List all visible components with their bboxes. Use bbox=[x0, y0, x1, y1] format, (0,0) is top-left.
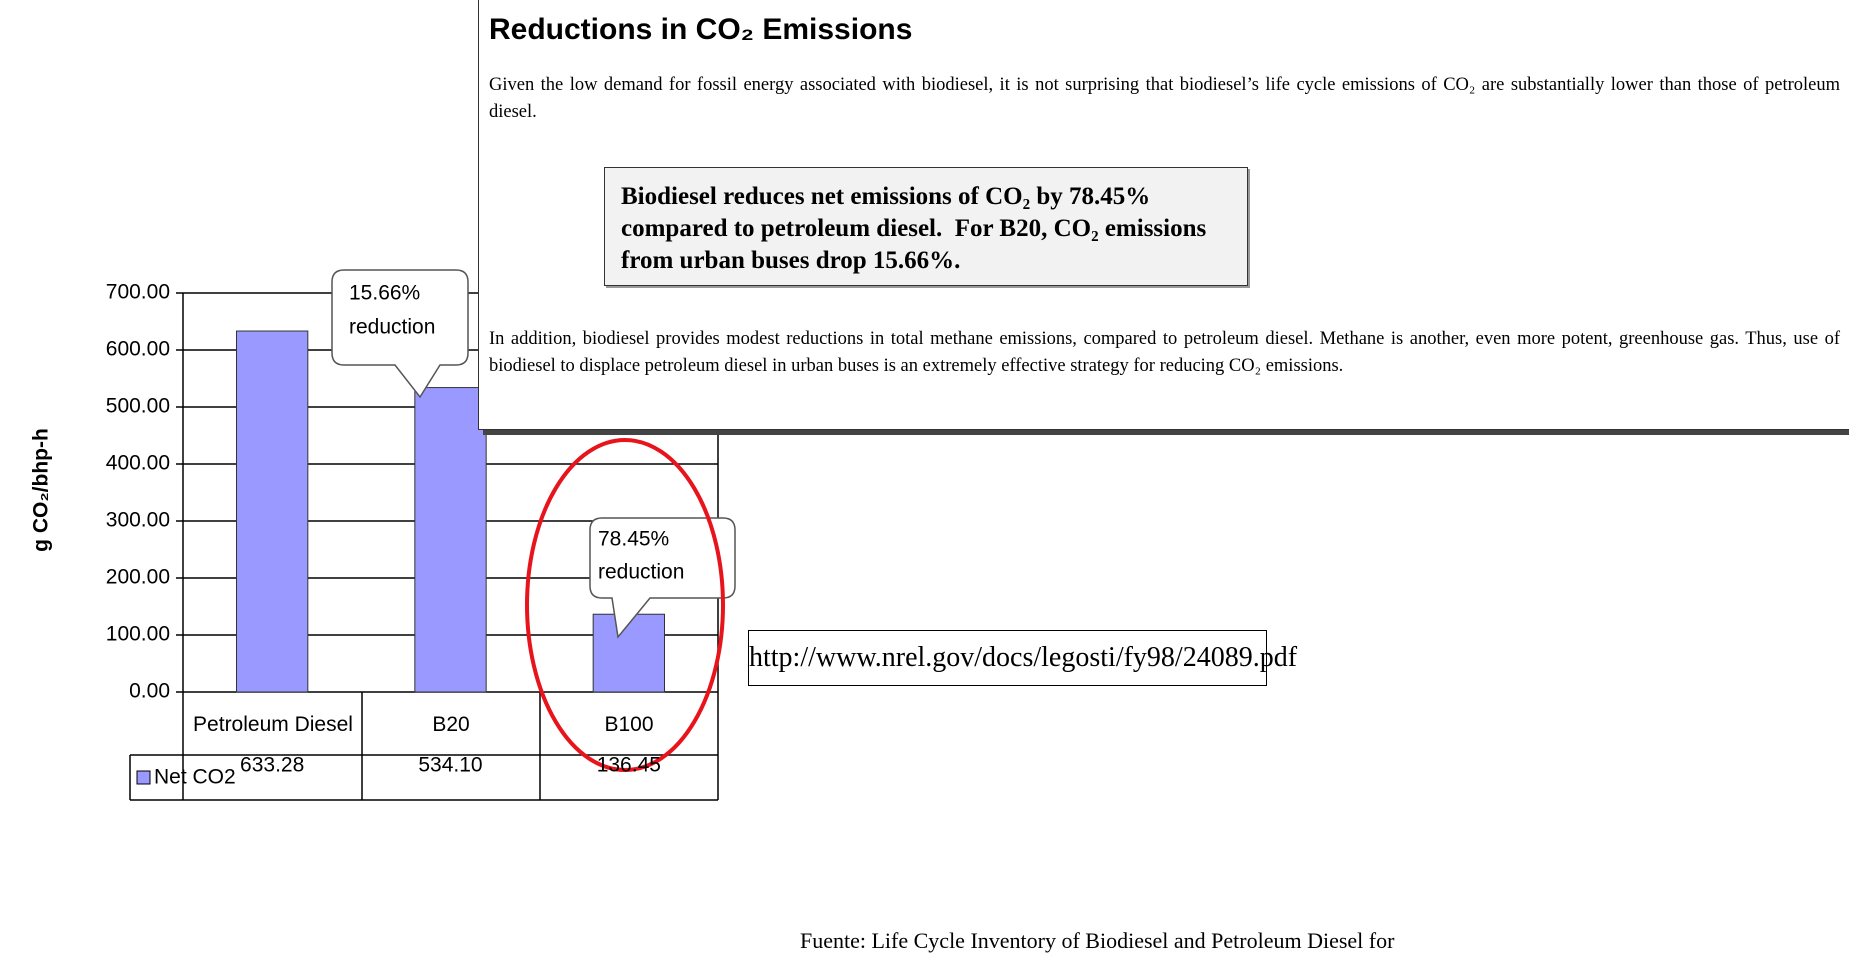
data-table-value: 633.28 bbox=[240, 754, 304, 777]
source-note: Fuente: Life Cycle Inventory of Biodiese… bbox=[800, 928, 1395, 953]
data-table-value: 534.10 bbox=[418, 754, 482, 777]
highlight-line: from urban buses drop 15.66%. bbox=[621, 247, 961, 274]
callout-text: reduction bbox=[598, 561, 684, 584]
bar bbox=[236, 330, 309, 693]
legend-swatch bbox=[136, 770, 151, 785]
data-table-value: 136.45 bbox=[597, 754, 661, 777]
y-tick-label: 100.00 bbox=[106, 623, 170, 646]
y-tick-label: 200.00 bbox=[106, 566, 170, 589]
y-tick-label: 500.00 bbox=[106, 395, 170, 418]
y-axis-title: g CO₂/bhp-h bbox=[30, 428, 53, 552]
paragraph: In addition, biodiesel provides modest r… bbox=[489, 329, 1840, 376]
bars bbox=[236, 330, 666, 693]
y-tick-label: 0.00 bbox=[129, 680, 170, 703]
x-tick-label: B20 bbox=[432, 712, 470, 736]
bar bbox=[414, 387, 487, 693]
panel-title: Reductions in CO₂ Emissions bbox=[489, 13, 913, 46]
highlight-line: compared to petroleum diesel. For B20, C… bbox=[621, 215, 1207, 242]
callout-text: reduction bbox=[349, 316, 435, 339]
y-tick-label: 600.00 bbox=[106, 338, 170, 361]
highlight-line: Biodiesel reduces net emissions of CO₂ b… bbox=[621, 183, 1151, 210]
y-tick-label: 400.00 bbox=[106, 452, 170, 475]
highlight-box: Biodiesel reduces net emissions of CO₂ b… bbox=[604, 167, 1248, 286]
callout-bubble bbox=[331, 269, 469, 399]
highlight-ellipse bbox=[525, 438, 725, 772]
callout-bubble bbox=[589, 517, 736, 639]
bar bbox=[592, 613, 666, 693]
callout-text: 78.45% bbox=[598, 528, 669, 551]
callout-text: 15.66% bbox=[349, 282, 420, 305]
y-tick-label: 700.00 bbox=[106, 281, 170, 304]
legend-label: Net CO2 bbox=[154, 766, 236, 789]
x-tick-label: Petroleum Diesel bbox=[193, 712, 353, 736]
paragraph: Given the low demand for fossil energy a… bbox=[489, 75, 1840, 122]
x-tick-label: B100 bbox=[604, 712, 654, 736]
y-tick-label: 300.00 bbox=[106, 509, 170, 532]
text-panel: Reductions in CO₂ Emissions Given the lo… bbox=[478, 0, 1849, 430]
source-url: http://www.nrel.gov/docs/legosti/fy98/24… bbox=[748, 630, 1297, 686]
